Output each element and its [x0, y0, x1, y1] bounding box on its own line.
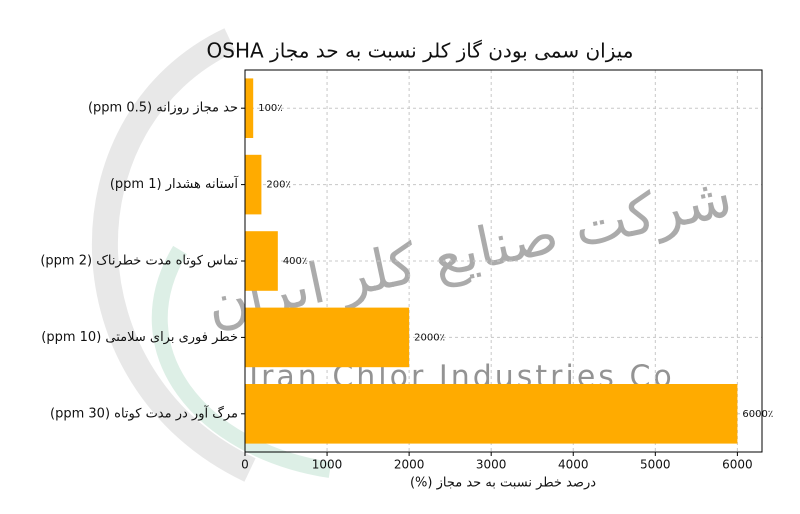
x-tick-label: 4000 [558, 458, 589, 472]
x-tick-label: 6000 [722, 458, 753, 472]
watermark-arc [92, 28, 256, 482]
bar [245, 78, 254, 138]
y-tick-label: تماس کوتاه مدت خطرناک (2 ppm) [40, 254, 238, 269]
bar [245, 154, 262, 215]
value-label: 6000٪ [742, 409, 773, 420]
y-tick-label: حد مجاز روزانه (0.5 ppm) [88, 101, 238, 116]
y-tick-label: مرگ آور در مدت کوتاه (30 ppm) [50, 404, 238, 421]
bar [245, 384, 738, 444]
plot-frame [244, 69, 763, 453]
watermark-arc [151, 245, 332, 478]
value-label: 400٪ [283, 256, 307, 267]
value-label: 200٪ [266, 180, 290, 191]
x-tick-label: 3000 [476, 458, 507, 472]
y-tick-label: خطر فوری برای سلامتی (10 ppm) [41, 330, 238, 345]
bar [245, 231, 278, 291]
x-axis-label: درصد خطر نسبت به حد مجاز (%) [410, 476, 596, 491]
value-label: 100٪ [258, 103, 282, 114]
x-tick-label: 1000 [312, 458, 343, 472]
y-tick-label: آستانه هشدار (1 ppm) [110, 175, 240, 192]
value-label: 2000٪ [414, 332, 445, 343]
chart-title: میزان سمی بودن گاز کلر نسبت به حد مجاز O… [207, 39, 634, 63]
bar [245, 307, 410, 368]
x-tick-label: 5000 [640, 458, 671, 472]
x-tick-label: 0 [241, 458, 249, 472]
x-tick-label: 2000 [394, 458, 425, 472]
